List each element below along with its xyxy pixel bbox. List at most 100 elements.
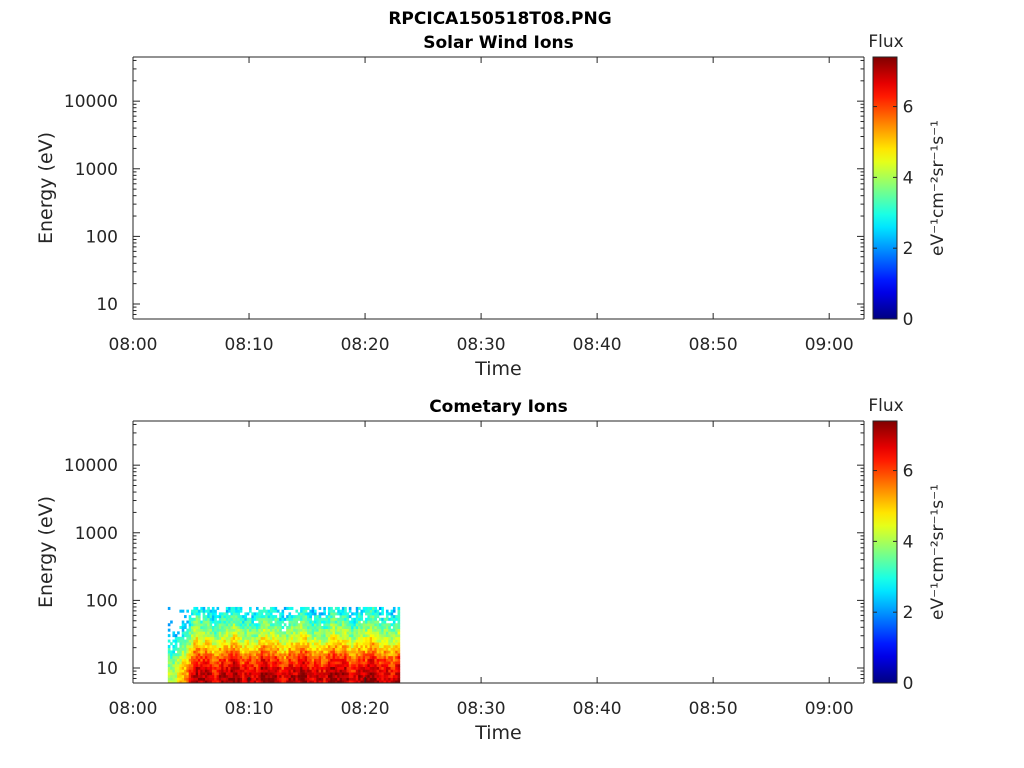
heatmap-cell: [269, 655, 273, 659]
heatmap-cell: [246, 677, 250, 681]
heatmap-cell: [304, 644, 308, 648]
heatmap-cell: [200, 642, 203, 646]
heatmap-cell: [279, 617, 282, 621]
heatmap-cell: [235, 615, 238, 619]
heatmap-cell: [367, 653, 370, 657]
heatmap-cell: [295, 631, 299, 635]
heatmap-cell: [269, 674, 273, 678]
heatmap-cell: [174, 636, 178, 640]
heatmap-cell: [221, 631, 224, 635]
heatmap-cell: [172, 634, 176, 638]
heatmap-cell: [348, 609, 352, 613]
heatmap-cell: [300, 677, 303, 681]
heatmap-cell: [246, 661, 250, 665]
heatmap-cell: [318, 653, 322, 657]
heatmap-cell: [309, 609, 312, 613]
heatmap-cell: [262, 672, 266, 676]
heatmap-cell: [209, 655, 213, 659]
heatmap-cell: [255, 669, 259, 673]
heatmap-cell: [262, 634, 266, 638]
heatmap-cell: [360, 672, 364, 676]
heatmap-cell: [211, 634, 215, 638]
heatmap-cell: [300, 606, 303, 610]
heatmap-cell: [216, 606, 220, 610]
heatmap-cell: [290, 642, 294, 646]
heatmap-cell: [207, 636, 210, 640]
heatmap-cell: [230, 661, 234, 665]
heatmap-cell: [323, 644, 326, 648]
heatmap-cell: [195, 669, 199, 673]
heatmap-cell: [221, 623, 224, 627]
heatmap-cell: [186, 666, 189, 670]
heatmap-cell: [244, 636, 248, 640]
heatmap-cell: [242, 677, 245, 681]
heatmap-cell: [376, 636, 380, 640]
heatmap-cell: [281, 642, 285, 646]
heatmap-cell: [200, 644, 203, 648]
heatmap-cell: [258, 653, 261, 657]
heatmap-cell: [334, 620, 338, 624]
heatmap-cell: [283, 661, 287, 665]
heatmap-cell: [283, 623, 287, 627]
heatmap-cell: [265, 647, 268, 651]
heatmap-cell: [269, 634, 273, 638]
heatmap-cell: [216, 647, 220, 651]
heatmap-cell: [302, 663, 306, 668]
heatmap-cell: [228, 623, 231, 627]
heatmap-cell: [325, 658, 329, 662]
heatmap-cell: [320, 680, 324, 684]
heatmap-cell: [209, 661, 213, 665]
heatmap-cell: [235, 677, 238, 681]
heatmap-cell: [325, 650, 329, 654]
heatmap-cell: [309, 663, 312, 668]
heatmap-cell: [311, 661, 315, 665]
heatmap-cell: [170, 620, 173, 624]
heatmap-cell: [397, 650, 401, 654]
heatmap-cell: [249, 631, 252, 635]
heatmap-cell: [239, 634, 243, 638]
heatmap-cell: [323, 647, 326, 651]
heatmap-cell: [381, 609, 384, 613]
heatmap-cell: [388, 672, 391, 676]
heatmap-cell: [237, 650, 241, 654]
heatmap-cell: [309, 642, 312, 646]
heatmap-cell: [244, 655, 248, 659]
heatmap-cell: [214, 666, 217, 670]
heatmap-cell: [276, 609, 280, 613]
heatmap-cell: [397, 661, 401, 665]
heatmap-cell: [232, 655, 236, 659]
heatmap-cell: [237, 609, 241, 613]
heatmap-cell: [374, 609, 377, 613]
heatmap-cell: [367, 642, 370, 646]
heatmap-cell: [218, 642, 222, 646]
heatmap-cell: [223, 674, 227, 678]
heatmap-cell: [337, 612, 340, 616]
heatmap-cell: [369, 642, 373, 646]
heatmap-cell: [385, 625, 389, 629]
heatmap-cell: [385, 636, 389, 640]
heatmap-cell: [228, 661, 231, 665]
heatmap-cell: [242, 653, 245, 657]
heatmap-cell: [207, 609, 210, 613]
heatmap-cell: [300, 620, 303, 624]
heatmap-cell: [202, 677, 206, 681]
heatmap-cell: [374, 606, 377, 610]
x-tick-label: 08:00: [109, 335, 158, 355]
heatmap-cell: [265, 615, 268, 619]
heatmap-cell: [314, 674, 317, 678]
heatmap-cell: [276, 628, 280, 632]
heatmap-cell: [274, 639, 278, 643]
colorbar-tick-label: 2: [903, 239, 914, 259]
heatmap-cell: [365, 653, 368, 657]
heatmap-cell: [188, 634, 192, 638]
heatmap-cell: [228, 606, 231, 610]
heatmap-cell: [274, 650, 278, 654]
heatmap-cell: [339, 663, 343, 668]
heatmap-cell: [202, 606, 206, 610]
heatmap-cell: [318, 642, 322, 646]
heatmap-cell: [288, 661, 292, 665]
x-tick-label: 09:00: [805, 335, 854, 355]
heatmap-cell: [253, 615, 257, 619]
heatmap-cell: [369, 628, 373, 632]
heatmap-cell: [309, 655, 312, 659]
